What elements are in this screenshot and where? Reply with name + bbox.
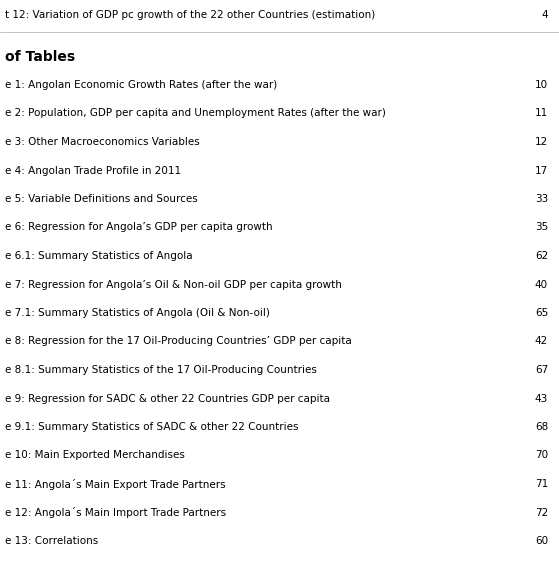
Text: 33: 33 — [535, 194, 548, 204]
Text: 12: 12 — [535, 137, 548, 147]
Text: 65: 65 — [535, 308, 548, 318]
Text: 72: 72 — [535, 507, 548, 518]
Text: e 13: Correlations: e 13: Correlations — [5, 536, 98, 546]
Text: e 6: Regression for Angola’s GDP per capita growth: e 6: Regression for Angola’s GDP per cap… — [5, 223, 273, 233]
Text: 60: 60 — [535, 536, 548, 546]
Text: 4: 4 — [541, 10, 548, 20]
Text: e 3: Other Macroeconomics Variables: e 3: Other Macroeconomics Variables — [5, 137, 200, 147]
Text: e 5: Variable Definitions and Sources: e 5: Variable Definitions and Sources — [5, 194, 198, 204]
Text: 67: 67 — [535, 365, 548, 375]
Text: e 12: Angola´s Main Import Trade Partners: e 12: Angola´s Main Import Trade Partner… — [5, 507, 226, 519]
Text: e 7: Regression for Angola’s Oil & Non-oil GDP per capita growth: e 7: Regression for Angola’s Oil & Non-o… — [5, 279, 342, 289]
Text: e 8: Regression for the 17 Oil-Producing Countries’ GDP per capita: e 8: Regression for the 17 Oil-Producing… — [5, 337, 352, 347]
Text: e 7.1: Summary Statistics of Angola (Oil & Non-oil): e 7.1: Summary Statistics of Angola (Oil… — [5, 308, 270, 318]
Text: 70: 70 — [535, 451, 548, 460]
Text: t 12: Variation of GDP pc growth of the 22 other Countries (estimation): t 12: Variation of GDP pc growth of the … — [5, 10, 375, 20]
Text: 62: 62 — [535, 251, 548, 261]
Text: 40: 40 — [535, 279, 548, 289]
Text: e 8.1: Summary Statistics of the 17 Oil-Producing Countries: e 8.1: Summary Statistics of the 17 Oil-… — [5, 365, 317, 375]
Text: e 9: Regression for SADC & other 22 Countries GDP per capita: e 9: Regression for SADC & other 22 Coun… — [5, 393, 330, 404]
Text: e 4: Angolan Trade Profile in 2011: e 4: Angolan Trade Profile in 2011 — [5, 165, 181, 175]
Text: e 2: Population, GDP per capita and Unemployment Rates (after the war): e 2: Population, GDP per capita and Unem… — [5, 108, 386, 119]
Text: e 6.1: Summary Statistics of Angola: e 6.1: Summary Statistics of Angola — [5, 251, 193, 261]
Text: 68: 68 — [535, 422, 548, 432]
Text: 10: 10 — [535, 80, 548, 90]
Text: e 1: Angolan Economic Growth Rates (after the war): e 1: Angolan Economic Growth Rates (afte… — [5, 80, 277, 90]
Text: 11: 11 — [535, 108, 548, 119]
Text: 42: 42 — [535, 337, 548, 347]
Text: of Tables: of Tables — [5, 50, 75, 64]
Text: e 9.1: Summary Statistics of SADC & other 22 Countries: e 9.1: Summary Statistics of SADC & othe… — [5, 422, 299, 432]
Text: e 10: Main Exported Merchandises: e 10: Main Exported Merchandises — [5, 451, 185, 460]
Text: e 11: Angola´s Main Export Trade Partners: e 11: Angola´s Main Export Trade Partner… — [5, 479, 226, 490]
Text: 43: 43 — [535, 393, 548, 404]
Text: 17: 17 — [535, 165, 548, 175]
Text: 71: 71 — [535, 479, 548, 489]
Text: 35: 35 — [535, 223, 548, 233]
